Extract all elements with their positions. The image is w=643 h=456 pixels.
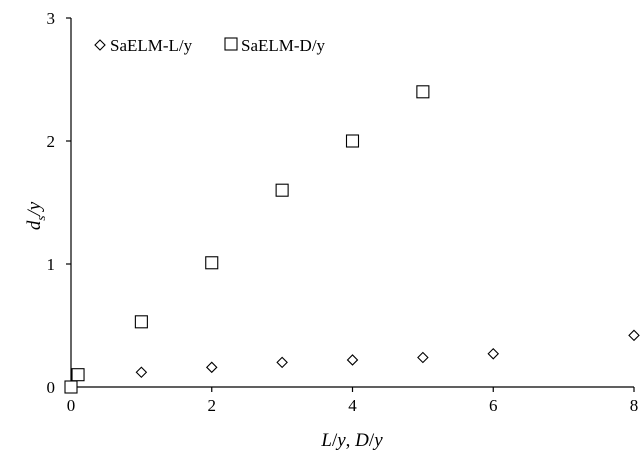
y-axis-label: ds/y	[24, 201, 48, 230]
axes	[70, 18, 634, 388]
x-tick-label: 0	[67, 396, 76, 415]
x-ticks: 0 2 4 6 8	[67, 387, 639, 415]
series-square	[64, 85, 430, 394]
y-tick-label: 1	[47, 255, 56, 274]
x-axis-label-part: /	[369, 430, 375, 451]
x-axis-label-part: y	[372, 430, 383, 451]
legend-label-lratio: SaELM-L/y	[110, 36, 193, 55]
series-layer	[64, 85, 640, 394]
x-tick-label: 6	[489, 396, 498, 415]
legend: SaELM-L/y SaELM-D/y	[94, 36, 326, 55]
y-tick-label: 3	[47, 9, 56, 28]
data-point-diamond	[276, 356, 288, 369]
data-point-diamond	[346, 354, 359, 366]
x-axis-label: L/y, D/y	[320, 430, 383, 451]
legend-item-lratio: SaELM-L/y	[94, 36, 193, 55]
legend-item-dratio: SaELM-D/y	[224, 36, 326, 55]
data-point-square	[205, 256, 219, 270]
y-axis-label-rest: /y	[24, 201, 45, 216]
x-axis-label-part: ,	[346, 430, 356, 451]
x-tick-label: 4	[348, 396, 357, 415]
series-diamond	[65, 329, 640, 393]
x-tick-label: 8	[630, 396, 639, 415]
y-ticks: 0 1 2 3	[47, 9, 71, 397]
x-axis-label-part: /	[332, 430, 338, 451]
data-point-square	[416, 85, 430, 99]
x-axis-label-part: y	[335, 430, 346, 451]
y-axis-label-base: d	[24, 220, 45, 230]
data-point-square	[345, 134, 360, 148]
legend-diamond-icon	[94, 39, 106, 51]
data-point-diamond	[205, 361, 218, 374]
y-tick-label: 0	[47, 378, 56, 397]
legend-square-icon	[224, 37, 238, 51]
data-point-diamond	[135, 366, 148, 379]
y-tick-label: 2	[47, 132, 56, 151]
data-point-diamond	[417, 351, 429, 364]
x-axis-label-part: D	[354, 430, 369, 451]
data-point-square	[71, 368, 85, 382]
data-point-diamond	[487, 348, 500, 360]
legend-label-dratio: SaELM-D/y	[241, 36, 326, 55]
data-point-square	[275, 183, 289, 197]
x-tick-label: 2	[208, 396, 217, 415]
data-point-square	[64, 380, 78, 394]
data-point-square	[134, 315, 148, 329]
data-point-diamond	[628, 329, 640, 342]
x-axis-label-part: L	[320, 430, 332, 451]
y-axis-label-subscript: s	[33, 216, 48, 221]
